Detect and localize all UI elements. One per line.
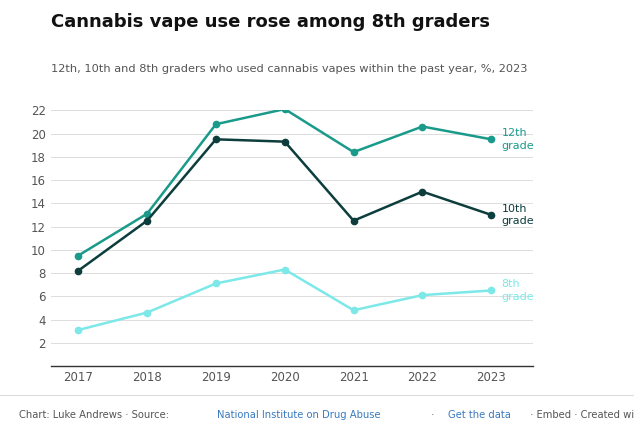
Text: Cannabis vape use rose among 8th graders: Cannabis vape use rose among 8th graders (51, 13, 489, 31)
Text: ·: · (428, 410, 437, 420)
Text: National Institute on Drug Abuse: National Institute on Drug Abuse (217, 410, 380, 420)
Text: Chart: Luke Andrews · Source:: Chart: Luke Andrews · Source: (19, 410, 172, 420)
Text: 12th
grade: 12th grade (501, 128, 534, 150)
Text: · Embed · Created with: · Embed · Created with (527, 410, 634, 420)
Text: Get the data: Get the data (448, 410, 510, 420)
Text: 12th, 10th and 8th graders who used cannabis vapes within the past year, %, 2023: 12th, 10th and 8th graders who used cann… (51, 64, 527, 74)
Text: 8th
grade: 8th grade (501, 279, 534, 302)
Text: 10th
grade: 10th grade (501, 204, 534, 226)
